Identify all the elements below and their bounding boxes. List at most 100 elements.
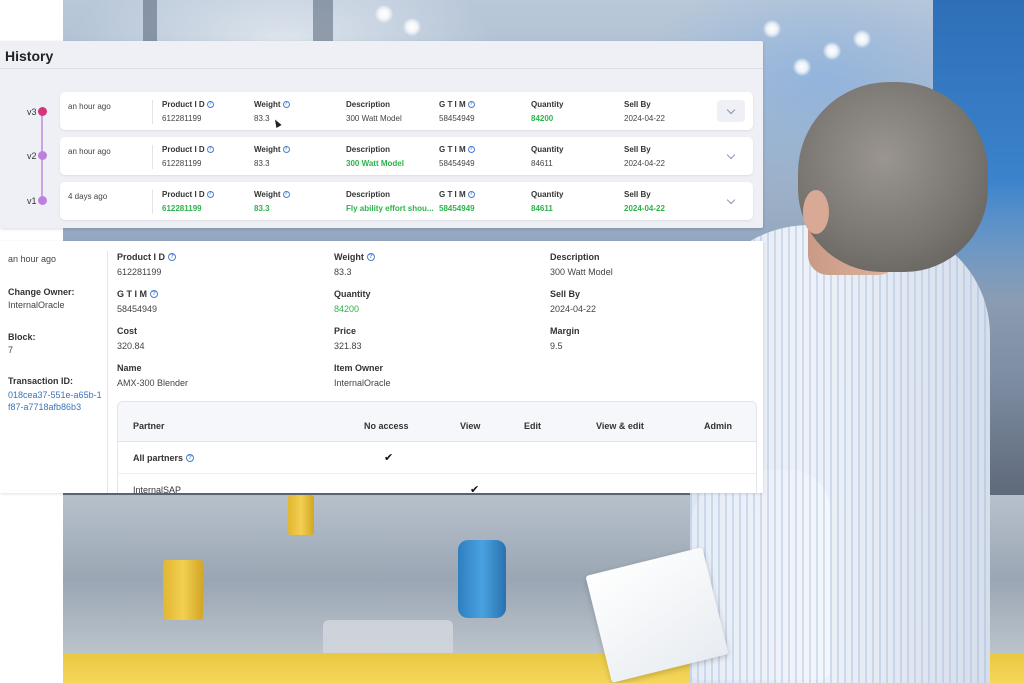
field-label: Name <box>117 363 142 373</box>
field-value: 2024-04-22 <box>624 114 665 123</box>
checkmark-icon[interactable]: ✔ <box>384 452 394 464</box>
help-icon[interactable]: ? <box>186 454 195 462</box>
version-field: Description 300 Watt Model <box>346 100 402 123</box>
transaction-id-label: Transaction ID: <box>8 376 74 386</box>
ceiling-light <box>823 42 841 60</box>
field-label: G T I M <box>117 289 147 299</box>
field-label-text: Product I D <box>162 100 205 109</box>
version-dot <box>38 196 47 205</box>
version-field: G T I M? 58454949 <box>439 145 475 168</box>
field-value: 320.84 <box>117 341 145 351</box>
version-field: Product I D? 612281199 <box>162 100 214 123</box>
checkmark-icon[interactable]: ✔ <box>470 484 480 493</box>
field-label: Quantity <box>531 100 563 109</box>
version-field: Description 300 Watt Model <box>346 145 404 168</box>
version-card-v3[interactable]: an hour ago Product I D? 612281199 Weight?… <box>60 92 753 130</box>
field-value: 2024-04-22 <box>550 304 597 314</box>
detail-quantity: Quantity 84200 <box>334 289 371 314</box>
change-owner-label: Change Owner: <box>8 287 75 297</box>
permissions-header: Partner No access View Edit View & edit … <box>118 402 756 442</box>
field-label: Product I D? <box>162 145 214 154</box>
field-label-text: Weight <box>254 145 281 154</box>
yellow-post <box>163 560 203 620</box>
field-value: 612281199 <box>162 114 202 123</box>
field-label-text: Weight <box>254 190 281 199</box>
field-label: Description <box>550 252 600 262</box>
field-value-changed: 83.3 <box>254 204 270 213</box>
help-icon[interactable]: ? <box>282 146 290 153</box>
field-label: Sell By <box>550 289 581 299</box>
field-label: Quantity <box>531 145 563 154</box>
field-value: 83.3 <box>254 114 270 123</box>
field-label: Weight? <box>254 100 290 109</box>
field-label-text: Quantity <box>531 145 564 154</box>
field-value-changed: 58454949 <box>439 204 475 213</box>
partner-name: All partners? <box>133 453 195 463</box>
help-icon[interactable]: ? <box>206 191 214 198</box>
help-icon[interactable]: ? <box>206 146 214 153</box>
field-label-text: Sell By <box>624 100 651 109</box>
version-field: Product I D? 612281199 <box>162 190 214 213</box>
field-value-changed: 84611 <box>531 204 553 213</box>
field-value-changed: 2024-04-22 <box>624 204 665 213</box>
help-icon[interactable]: ? <box>366 253 375 261</box>
expand-button[interactable] <box>717 145 745 167</box>
help-icon[interactable]: ? <box>168 253 177 261</box>
field-value: 58454949 <box>439 159 475 168</box>
field-label: Quantity <box>334 289 371 299</box>
field-label-text: Description <box>346 100 391 109</box>
transaction-id: Transaction ID: 018cea37-551e-a65b-1f87-… <box>8 376 104 413</box>
field-value: 9.5 <box>550 341 563 351</box>
field-label-text: Product I D <box>162 190 205 199</box>
detail-cost: Cost 320.84 <box>117 326 145 351</box>
field-label: Description <box>346 190 434 199</box>
field-label: Product I D? <box>162 190 214 199</box>
help-icon[interactable]: ? <box>150 290 158 298</box>
help-icon[interactable]: ? <box>282 101 290 108</box>
field-label-text: Sell By <box>624 190 651 199</box>
ceiling-light <box>763 20 781 38</box>
help-icon[interactable]: ? <box>467 146 475 153</box>
ceiling-beam <box>313 0 333 41</box>
help-icon[interactable]: ? <box>206 101 214 108</box>
field-label: Item Owner <box>334 363 384 373</box>
expand-button[interactable] <box>717 190 745 212</box>
version-card-v1[interactable]: 4 days ago Product I D? 612281199 Weight? 8… <box>60 182 753 220</box>
version-time: an hour ago <box>68 147 111 156</box>
field-label: Price <box>334 326 357 336</box>
version-card-v2[interactable]: an hour ago Product I D? 612281199 Weight?… <box>60 137 753 175</box>
field-label: Weight <box>334 252 364 262</box>
field-label-text: Description <box>346 190 391 199</box>
field-value: 58454949 <box>117 304 158 314</box>
field-label-text: G T I M <box>439 145 466 154</box>
version-field: G T I M? 58454949 <box>439 100 475 123</box>
version-field: Product I D? 612281199 <box>162 145 214 168</box>
block-label: Block: <box>8 332 36 342</box>
version-time: an hour ago <box>68 102 111 111</box>
expand-button[interactable] <box>717 100 745 122</box>
help-icon[interactable]: ? <box>467 191 475 198</box>
transaction-id-link[interactable]: 018cea37-551e-a65b-1f87-a7718afb86b3 <box>8 390 102 412</box>
field-label-text: Weight <box>254 100 281 109</box>
history-title: History <box>5 48 54 64</box>
field-label-text: Sell By <box>624 145 651 154</box>
detail-description: Description 300 Watt Model <box>550 252 613 277</box>
partner-label: All partners <box>133 453 184 463</box>
version-field: Weight? 83.3 <box>254 190 290 213</box>
table-row: All partners? ✔ <box>118 442 756 474</box>
detail-price: Price 321.83 <box>334 326 362 351</box>
version-label: v1 <box>27 196 37 206</box>
version-time: 4 days ago <box>68 192 108 201</box>
version-field: Weight? 83.3 <box>254 100 290 123</box>
version-detail-panel: an hour ago Change Owner: InternalOracle… <box>0 241 763 493</box>
field-label: G T I M? <box>439 190 475 199</box>
help-icon[interactable]: ? <box>467 101 475 108</box>
person-head <box>798 82 988 272</box>
block-value: 7 <box>8 345 14 355</box>
field-label: Cost <box>117 326 137 336</box>
version-field: Quantity 84200 <box>531 100 563 123</box>
version-field: Quantity 84611 <box>531 190 563 213</box>
field-label: Sell By <box>624 100 665 109</box>
version-dot <box>38 151 47 160</box>
help-icon[interactable]: ? <box>282 191 290 198</box>
